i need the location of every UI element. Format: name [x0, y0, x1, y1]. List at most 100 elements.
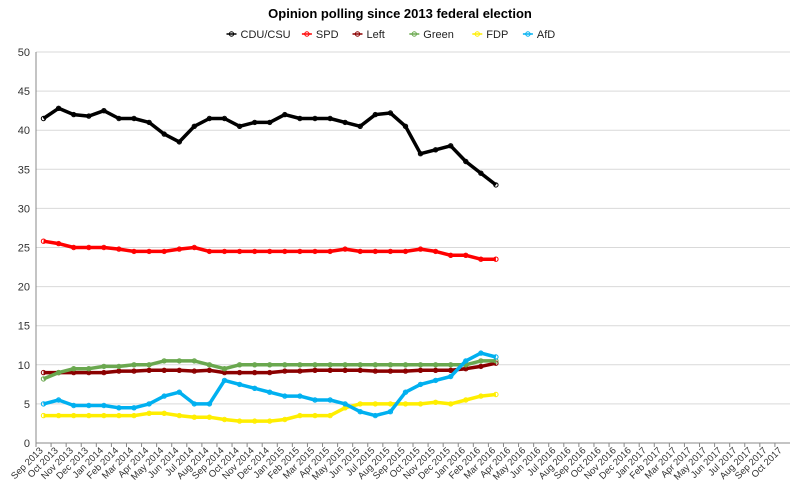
- data-point: [312, 397, 318, 403]
- data-point: [236, 418, 243, 424]
- legend-marker: [354, 31, 361, 37]
- data-point: [40, 115, 47, 122]
- data-point: [71, 402, 77, 409]
- data-point: [221, 248, 228, 255]
- data-point: [116, 246, 122, 252]
- series-green: [40, 358, 499, 382]
- data-point: [448, 373, 454, 380]
- chart-title: Opinion polling since 2013 federal elect…: [268, 6, 532, 21]
- data-point: [297, 362, 303, 368]
- data-point: [267, 418, 273, 424]
- data-point: [176, 139, 183, 145]
- legend-label: SPD: [316, 29, 339, 41]
- data-point: [191, 401, 198, 407]
- series-line: [42, 106, 497, 187]
- data-point: [297, 368, 303, 374]
- data-point: [478, 350, 484, 356]
- data-point: [312, 248, 318, 255]
- data-point: [131, 412, 137, 419]
- data-point: [71, 366, 77, 372]
- data-point: [342, 246, 348, 252]
- data-point: [71, 244, 77, 251]
- data-point: [206, 401, 213, 407]
- data-point: [40, 369, 47, 376]
- data-point: [417, 381, 424, 388]
- data-point: [101, 363, 107, 370]
- data-point: [327, 248, 333, 255]
- data-point: [86, 402, 92, 409]
- data-point: [236, 248, 243, 255]
- data-point: [146, 367, 152, 373]
- series-line: [42, 359, 496, 381]
- data-point: [312, 412, 318, 419]
- data-point: [161, 358, 167, 364]
- data-point: [402, 248, 409, 255]
- data-point: [342, 362, 348, 368]
- y-tick-label: 15: [18, 321, 30, 333]
- data-point: [101, 402, 107, 409]
- legend-item: AfD: [522, 29, 555, 41]
- data-point: [387, 248, 394, 255]
- y-tick-label: 35: [18, 164, 30, 176]
- data-point: [402, 362, 409, 368]
- data-point: [463, 252, 469, 259]
- data-point: [282, 416, 288, 423]
- series-line: [43, 239, 496, 261]
- data-point: [146, 401, 152, 407]
- data-point: [86, 412, 92, 419]
- legend-marker: [474, 31, 480, 37]
- data-point: [327, 412, 333, 419]
- y-tick-label: 50: [18, 47, 30, 59]
- data-point: [131, 115, 137, 122]
- data-point: [342, 119, 348, 126]
- data-point: [131, 248, 137, 255]
- series-left: [40, 360, 499, 376]
- data-point: [161, 131, 167, 137]
- data-point: [448, 252, 454, 259]
- legend-label: AfD: [537, 29, 555, 41]
- series-cdu-csu: [40, 105, 499, 188]
- data-point: [372, 401, 378, 407]
- data-point: [357, 401, 363, 407]
- data-point: [161, 367, 167, 373]
- data-point: [327, 362, 333, 368]
- data-point: [312, 362, 318, 368]
- data-point: [221, 366, 228, 372]
- data-point: [40, 376, 47, 382]
- data-point: [191, 368, 198, 374]
- data-point: [40, 238, 47, 244]
- data-point: [86, 113, 92, 119]
- data-point: [206, 362, 213, 368]
- data-point: [71, 412, 77, 419]
- data-point: [417, 401, 424, 407]
- data-point: [357, 248, 363, 255]
- y-tick-label: 20: [18, 282, 30, 294]
- legend-item: FDP: [472, 29, 508, 41]
- y-tick-label: 30: [18, 203, 30, 215]
- data-point: [372, 362, 378, 368]
- data-point: [282, 362, 288, 368]
- y-tick-label: 10: [18, 360, 30, 372]
- data-point: [146, 119, 152, 126]
- data-point: [493, 358, 499, 364]
- y-tick-label: 5: [24, 399, 30, 411]
- data-point: [267, 248, 273, 255]
- data-point: [191, 414, 198, 420]
- data-point: [357, 123, 363, 130]
- data-point: [432, 248, 439, 255]
- data-point: [372, 248, 378, 255]
- legend-item: SPD: [301, 29, 339, 41]
- data-point: [252, 248, 258, 255]
- series-spd: [40, 238, 499, 262]
- data-point: [176, 412, 183, 419]
- data-point: [55, 105, 62, 112]
- data-point: [493, 182, 499, 188]
- data-point: [191, 244, 198, 251]
- data-point: [297, 115, 303, 122]
- data-point: [282, 248, 288, 255]
- data-point: [417, 362, 424, 368]
- data-point: [282, 368, 288, 374]
